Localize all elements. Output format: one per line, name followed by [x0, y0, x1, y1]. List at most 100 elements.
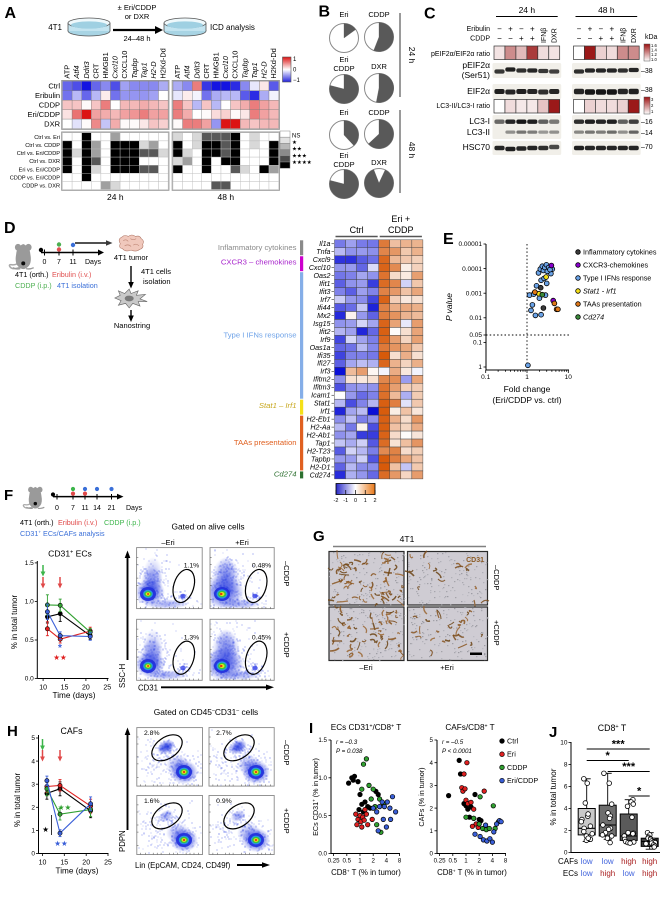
svg-text:Eri: Eri [339, 108, 349, 117]
svg-text:H: H [7, 723, 18, 740]
svg-text:−: − [577, 34, 582, 43]
svg-text:Irf3: Irf3 [320, 368, 330, 376]
svg-text:Cxcl10: Cxcl10 [309, 264, 331, 272]
svg-text:4T1: 4T1 [48, 23, 62, 32]
svg-text:Irf1: Irf1 [320, 408, 330, 416]
svg-text:F: F [4, 487, 13, 504]
svg-text:20: 20 [82, 860, 90, 867]
svg-text:IFNβ: IFNβ [620, 28, 627, 43]
svg-text:DXR: DXR [371, 62, 387, 71]
svg-text:Stat1 – Irf1: Stat1 – Irf1 [259, 401, 297, 410]
svg-text:% in total tumor: % in total tumor [549, 768, 558, 825]
svg-text:Stat1 - Irf1: Stat1 - Irf1 [583, 287, 617, 296]
svg-text:low: low [581, 869, 593, 878]
svg-text:*: * [58, 643, 62, 654]
svg-text:Cxcl10: Cxcl10 [221, 55, 230, 78]
svg-text:NS: NS [292, 134, 300, 140]
svg-text:1: 1 [525, 374, 529, 381]
svg-text:+: + [609, 25, 614, 34]
svg-text:4: 4 [564, 806, 568, 813]
svg-text:Cd274: Cd274 [583, 313, 604, 322]
svg-text:CXCR3-chemokines: CXCR3-chemokines [583, 261, 649, 270]
svg-text:*: * [606, 750, 611, 762]
svg-text:*: * [637, 786, 642, 798]
svg-text:–Eri: –Eri [161, 538, 175, 547]
svg-text:★★: ★★ [292, 146, 302, 153]
svg-text:3: 3 [31, 781, 35, 788]
svg-text:Cd274: Cd274 [310, 471, 331, 479]
svg-text:CDDP: CDDP [39, 100, 60, 109]
svg-text:5: 5 [430, 737, 434, 744]
svg-text:Tapbp: Tapbp [240, 58, 249, 78]
svg-text:+Eri: +Eri [440, 663, 454, 672]
svg-text:+: + [609, 34, 614, 43]
svg-text:1: 1 [364, 498, 367, 504]
svg-text:1.6: 1.6 [651, 43, 657, 48]
svg-text:8: 8 [398, 858, 402, 865]
svg-text:HSC70: HSC70 [463, 142, 491, 152]
svg-text:4T1 (orth.): 4T1 (orth.) [20, 518, 54, 527]
svg-text:Ddit3: Ddit3 [82, 60, 91, 78]
svg-text:Eribulin: Eribulin [467, 26, 490, 33]
svg-text:1.2: 1.2 [651, 52, 657, 57]
svg-text:Ifi44: Ifi44 [317, 304, 330, 312]
svg-text:4: 4 [385, 858, 389, 865]
svg-text:0: 0 [430, 851, 434, 858]
svg-text:% in total tumor: % in total tumor [13, 773, 22, 828]
svg-text:Ifi35: Ifi35 [317, 352, 330, 360]
svg-text:DXR: DXR [44, 119, 60, 128]
svg-text:–CDDP: –CDDP [492, 565, 501, 590]
svg-text:3: 3 [430, 783, 434, 790]
svg-text:r = –0.3: r = –0.3 [336, 739, 358, 746]
svg-text:Oas1a: Oas1a [310, 344, 331, 352]
svg-text:H2-D1: H2-D1 [310, 463, 331, 471]
svg-text:Tap1: Tap1 [250, 62, 259, 78]
svg-text:0.5: 0.5 [342, 858, 351, 865]
svg-text:+: + [588, 25, 593, 34]
svg-text:Ctrl: Ctrl [350, 225, 364, 235]
svg-text:Il1a: Il1a [319, 240, 330, 248]
svg-text:H2-T23: H2-T23 [307, 447, 331, 455]
svg-text:CRT: CRT [91, 63, 100, 79]
svg-text:3: 3 [651, 97, 654, 102]
svg-text:1.0: 1.0 [651, 57, 657, 62]
svg-text:+CDDP: +CDDP [282, 808, 291, 834]
svg-text:CDDP: CDDP [470, 36, 490, 43]
svg-text:1: 1 [478, 364, 482, 371]
svg-text:4T1 tumor: 4T1 tumor [114, 253, 149, 262]
svg-text:★★★★: ★★★★ [292, 159, 312, 166]
svg-text:Days: Days [85, 259, 101, 266]
svg-text:0.0001: 0.0001 [462, 266, 482, 273]
svg-text:high: high [642, 869, 657, 878]
svg-text:high: high [621, 857, 636, 866]
svg-text:Fold change: Fold change [504, 384, 551, 394]
svg-text:−: − [519, 25, 524, 34]
svg-text:–38: –38 [641, 87, 653, 94]
svg-text:Tap1: Tap1 [315, 439, 331, 447]
svg-text:(Ser51): (Ser51) [462, 70, 491, 80]
svg-text:P < 0.0001: P < 0.0001 [442, 748, 472, 755]
svg-text:Atf4: Atf4 [183, 65, 192, 79]
svg-text:0.25: 0.25 [434, 858, 447, 865]
svg-text:0.01: 0.01 [469, 315, 482, 322]
svg-text:CDDP: CDDP [388, 225, 414, 235]
svg-text:4T1 isolation: 4T1 isolation [57, 281, 98, 290]
svg-text:CXCR3 – chemokines: CXCR3 – chemokines [221, 258, 297, 267]
svg-text:Eri vs. Eri/CDDP: Eri vs. Eri/CDDP [19, 167, 61, 173]
svg-text:CAFs: CAFs [61, 726, 84, 736]
svg-text:★: ★ [292, 139, 297, 146]
svg-text:2.8%: 2.8% [144, 730, 160, 737]
svg-text:Ctrl: Ctrl [507, 737, 519, 746]
svg-text:Irf7: Irf7 [320, 296, 331, 304]
svg-text:ECs: ECs [563, 869, 578, 878]
svg-text:48 h: 48 h [407, 142, 417, 159]
svg-text:Eri: Eri [507, 750, 516, 759]
svg-text:low: low [602, 857, 614, 866]
svg-text:H2-Ab1: H2-Ab1 [306, 431, 330, 439]
svg-text:−: − [497, 34, 502, 43]
svg-text:CDDP: CDDP [368, 108, 389, 117]
svg-text:Cd274: Cd274 [274, 469, 297, 478]
svg-text:pEIF2α/EIF2α ratio: pEIF2α/EIF2α ratio [431, 51, 490, 58]
svg-text:high: high [600, 869, 615, 878]
svg-text:0.0: 0.0 [25, 676, 34, 683]
